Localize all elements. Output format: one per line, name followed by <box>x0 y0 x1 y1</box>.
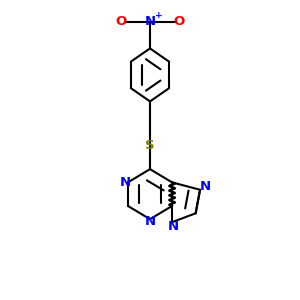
Text: N: N <box>200 180 211 193</box>
Text: N: N <box>144 215 156 228</box>
Text: N: N <box>120 176 131 189</box>
Text: +: + <box>155 11 163 20</box>
Text: N: N <box>168 220 179 233</box>
Text: S: S <box>145 139 155 152</box>
Text: N: N <box>144 15 156 28</box>
Text: O: O <box>116 15 127 28</box>
Text: O: O <box>173 15 184 28</box>
